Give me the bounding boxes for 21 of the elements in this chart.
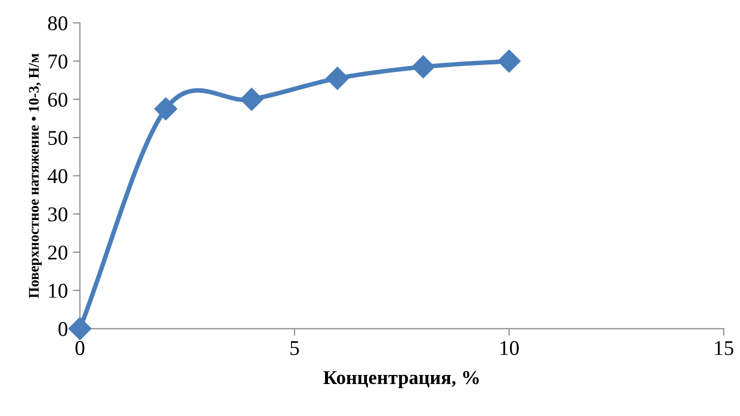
y-tick-label: 40	[48, 169, 68, 184]
x-tick-label: 5	[290, 341, 299, 356]
y-tick-label: 50	[48, 130, 68, 145]
point	[154, 97, 178, 120]
point	[498, 50, 521, 73]
point	[326, 66, 349, 90]
y-axis-title: Поверхностное натяжение • 10-3, Н/м	[28, 54, 42, 298]
x-tick-label: 0	[76, 341, 84, 356]
point	[412, 55, 435, 78]
y-tick-label: 0	[58, 322, 68, 336]
y-tick-label: 20	[48, 246, 68, 260]
x-axis-title: Концентрация, %	[323, 371, 479, 388]
point	[240, 88, 264, 111]
y-tick-label: 10	[49, 284, 68, 298]
point	[68, 317, 92, 340]
x-tick-label: 15	[715, 341, 734, 356]
x-tick-label: 10	[500, 341, 519, 356]
y-tick-label: 30	[48, 207, 68, 222]
y-tick-label: 60	[48, 92, 68, 107]
y-tick-label: 70	[48, 54, 68, 69]
y-tick-label: 80	[48, 16, 68, 30]
